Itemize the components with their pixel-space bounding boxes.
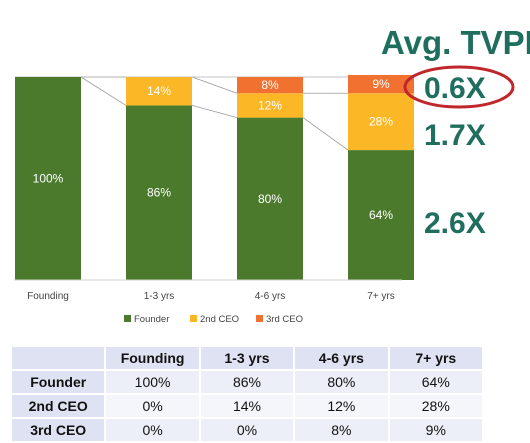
bar-founder-founding <box>15 77 81 280</box>
x-tick-label-founding: Founding <box>27 291 69 302</box>
ceo-data-table: Founding 1-3 yrs 4-6 yrs 7+ yrs Founder … <box>9 345 485 443</box>
legend-swatch-2nd-ceo <box>190 315 197 322</box>
tvpi-title: Avg. TVPI <box>381 24 530 61</box>
table-cell: 0% <box>104 393 201 419</box>
row-label-founder: Founder <box>9 369 107 395</box>
bar-stack-group: 100% 86% 14% 80% 12% 8% 64% 28% 9% <box>15 74 414 280</box>
table-cell: 100% <box>104 369 201 395</box>
table-header-7-plus-yrs: 7+ yrs <box>387 345 485 371</box>
table-cell: 80% <box>293 369 390 395</box>
legend-item-2nd-ceo: 2nd CEO <box>190 314 239 325</box>
bar-3rd-ceo-4-6-yrs <box>237 77 303 94</box>
bar-2nd-ceo-1-3-yrs <box>126 77 192 106</box>
connector-line <box>80 76 127 106</box>
table-cell: 0% <box>198 417 296 443</box>
tvpi-value-3rd-ceo: 2.6X <box>424 207 486 240</box>
table-header-founding: Founding <box>104 345 201 371</box>
data-label-2nd-ceo-7-yrs: 28% <box>369 115 393 129</box>
connector-line <box>302 117 349 151</box>
tvpi-value-2nd-ceo: 1.7X <box>424 119 486 152</box>
table-header-row: Founding 1-3 yrs 4-6 yrs 7+ yrs <box>9 345 485 371</box>
x-tick-group: Founding 1-3 yrs 4-6 yrs 7+ yrs <box>27 291 395 302</box>
table-row: Founder 100% 86% 80% 64% <box>9 369 485 395</box>
table-row: 2nd CEO 0% 14% 12% 28% <box>9 393 485 419</box>
data-label-founder-4-6-yrs: 80% <box>258 192 282 206</box>
bar-2nd-ceo-7-yrs <box>348 93 414 151</box>
x-tick-label-7-yrs: 7+ yrs <box>367 291 395 302</box>
data-label-3rd-ceo-7-yrs: 9% <box>372 77 390 91</box>
table-header-4-6-yrs: 4-6 yrs <box>293 345 390 371</box>
table-cell: 14% <box>198 393 296 419</box>
row-label-3rd-ceo: 3rd CEO <box>9 417 107 443</box>
tvpi-value-founding: 0.6X <box>424 72 486 105</box>
legend-swatch-founder <box>124 315 131 322</box>
connector-line <box>191 105 238 118</box>
x-tick-label-4-6-yrs: 4-6 yrs <box>255 291 286 302</box>
data-label-2nd-ceo-4-6-yrs: 12% <box>258 98 282 112</box>
bar-founder-7-yrs <box>348 150 414 280</box>
table-cell: 64% <box>387 369 485 395</box>
table-cell: 86% <box>198 369 296 395</box>
connector-lines <box>15 76 414 151</box>
data-label-founder-7-yrs: 64% <box>369 208 393 222</box>
ceo-composition-chart: 100% 86% 14% 80% 12% 8% 64% 28% 9% Founding 1-3 y… <box>14 24 530 325</box>
legend-label-2nd-ceo: 2nd CEO <box>200 314 239 325</box>
legend-swatch-3rd-ceo <box>256 315 263 322</box>
data-label-founder-1-3-yrs: 86% <box>147 186 171 200</box>
legend: Founder 2nd CEO 3rd CEO <box>124 314 303 325</box>
table-cell: 0% <box>104 417 201 443</box>
bar-founder-4-6-yrs <box>237 117 303 280</box>
table-cell: 8% <box>293 417 390 443</box>
data-label-2nd-ceo-1-3-yrs: 14% <box>147 84 171 98</box>
x-tick-label-1-3-yrs: 1-3 yrs <box>144 291 175 302</box>
table-header-corner <box>9 345 107 371</box>
legend-label-founder: Founder <box>134 314 169 325</box>
legend-item-founder: Founder <box>124 314 169 325</box>
table-cell: 28% <box>387 393 485 419</box>
table-cell: 12% <box>293 393 390 419</box>
highlight-circle <box>403 65 515 109</box>
bar-3rd-ceo-7-yrs <box>348 74 414 94</box>
bar-founder-1-3-yrs <box>126 105 192 280</box>
row-label-2nd-ceo: 2nd CEO <box>9 393 107 419</box>
legend-item-3rd-ceo: 3rd CEO <box>256 314 303 325</box>
table-row: 3rd CEO 0% 0% 8% 9% <box>9 417 485 443</box>
table-cell: 9% <box>387 417 485 443</box>
legend-label-3rd-ceo: 3rd CEO <box>266 314 303 325</box>
bar-2nd-ceo-4-6-yrs <box>237 93 303 118</box>
data-label-founder-founding: 100% <box>33 172 64 186</box>
table-header-1-3-yrs: 1-3 yrs <box>198 345 296 371</box>
connector-line <box>191 76 238 94</box>
data-label-3rd-ceo-4-6-yrs: 8% <box>261 78 279 92</box>
